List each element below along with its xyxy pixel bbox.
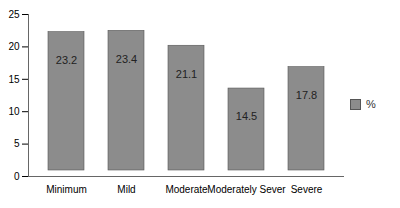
svg-text:23.4: 23.4 (116, 53, 137, 65)
svg-text:17.8: 17.8 (296, 89, 317, 101)
svg-text:21.1: 21.1 (176, 68, 197, 80)
svg-text:Moderate: Moderate (165, 184, 208, 195)
svg-text:23.2: 23.2 (56, 54, 77, 66)
svg-text:Mild: Mild (117, 184, 135, 195)
svg-text:5: 5 (14, 138, 20, 149)
svg-text:Moderately Sever: Moderately Sever (207, 184, 286, 195)
svg-text:Severe: Severe (291, 184, 323, 195)
svg-text:25: 25 (8, 9, 20, 20)
svg-text:10: 10 (8, 106, 20, 117)
svg-text:Minimum: Minimum (46, 184, 87, 195)
svg-text:14.5: 14.5 (236, 110, 257, 122)
svg-text:0: 0 (14, 171, 20, 182)
svg-text:15: 15 (8, 74, 20, 85)
svg-text:20: 20 (8, 41, 20, 52)
